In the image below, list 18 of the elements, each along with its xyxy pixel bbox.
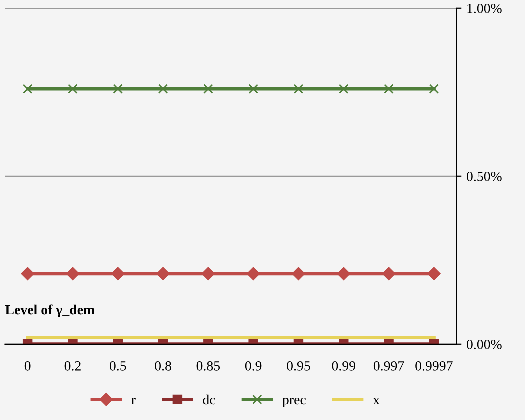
legend-label: prec [282, 398, 306, 408]
x-tick-label: 0.5 [110, 361, 126, 371]
annotation: Level of γ_dem [5, 304, 95, 318]
x-tick-label: 0.2 [64, 361, 81, 371]
legend-label: r [132, 398, 136, 405]
x-tick-label: 0.9997 [416, 361, 453, 371]
x-tick-label: 0.8 [155, 361, 172, 371]
legend-label: dc [203, 394, 216, 405]
x-tick-label: 0.9 [245, 361, 262, 371]
x-tick-label: 0.85 [196, 361, 220, 371]
legend-label: x [373, 398, 380, 405]
x-tick-label: 0.95 [287, 361, 310, 371]
x-tick-label: 0.99 [332, 361, 356, 371]
x-tick-label: 0.997 [374, 361, 404, 371]
x-tick-label: 0 [24, 361, 31, 371]
y-tick-label: 0.00% [467, 340, 502, 350]
y-tick-label: 0.50% [467, 172, 502, 182]
y-tick-label: 1.00% [468, 4, 502, 14]
